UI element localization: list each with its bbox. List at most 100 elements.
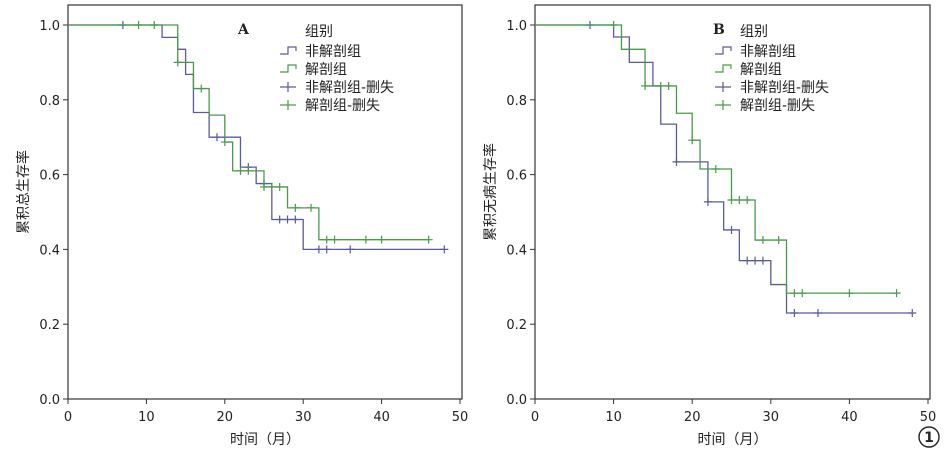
censor-mark-0 [727,225,736,234]
y-tick-label: 0.2 [506,318,527,333]
x-tick-label: 10 [605,410,622,425]
y-tick-label: 0.2 [39,318,60,333]
legend-entry: 非解剖组 [740,44,796,60]
x-tick-label: 50 [920,410,937,425]
y-tick-label: 1.0 [506,19,527,34]
x-tick-label: 40 [373,410,390,425]
legend-entry: 非解剖组 [305,44,361,60]
legend-line-icon [715,46,732,55]
censor-mark-1 [361,235,370,244]
censor-mark-0 [790,308,799,317]
censor-mark-1 [267,182,276,191]
censor-mark-1 [798,289,807,298]
x-tick-label: 0 [64,410,72,425]
legend-title: 组别 [740,24,768,40]
censor-mark-1 [424,235,433,244]
legend-censor-icon [715,100,731,110]
y-tick-label: 0.6 [506,169,527,184]
x-tick-label: 50 [452,410,469,425]
x-tick-label: 20 [217,410,234,425]
censor-mark-1 [173,58,182,67]
plot-frame [67,4,463,400]
legend-censor-icon [280,82,296,92]
x-tick-label: 40 [841,410,858,425]
y-tick-label: 0.8 [39,94,60,109]
censor-mark-1 [790,289,799,298]
panel-label: B [713,22,725,38]
x-axis-label: 时间（月） [230,432,300,448]
censor-mark-1 [664,81,673,90]
legend-entry: 非解剖组-删失 [305,80,394,96]
legend-entry: 解剖组 [305,62,347,78]
y-tick-label: 1.0 [39,19,60,34]
censor-mark-0 [283,215,292,224]
censor-mark-1 [688,136,697,145]
censor-mark-1 [656,81,665,90]
x-tick-label: 30 [295,410,312,425]
censor-mark-1 [735,196,744,205]
censor-mark-1 [774,236,783,245]
censor-mark-1 [275,182,284,191]
censor-mark-1 [727,196,736,205]
legend-line-icon [280,46,297,55]
legend-line-icon [715,64,732,73]
y-tick-label: 0.8 [506,94,527,109]
censor-mark-1 [330,235,339,244]
censor-mark-1 [892,289,901,298]
censor-mark-0 [908,308,917,317]
legend-entry: 解剖组-删失 [305,98,380,114]
censor-mark-1 [244,166,253,175]
censor-mark-0 [813,308,822,317]
censor-mark-1 [197,84,206,93]
censor-mark-1 [743,196,752,205]
censor-mark-0 [275,215,284,224]
censor-mark-0 [672,157,681,166]
panel-label: A [237,22,250,38]
legend-censor-icon [715,82,731,92]
legend-line-icon [280,64,297,73]
y-tick-label: 0.4 [39,243,60,258]
censor-mark-1 [845,289,854,298]
censor-mark-0 [346,245,355,254]
legend-title: 组别 [305,24,333,40]
plot-frame [534,4,931,400]
censor-mark-1 [260,182,268,191]
y-axis-label: 累积总生存率 [15,150,32,234]
censor-mark-0 [751,256,760,265]
legend-entry: 解剖组 [740,62,782,78]
censor-mark-0 [703,197,712,206]
figure-number-circle [918,426,940,448]
y-tick-label: 0.4 [506,243,527,258]
x-tick-label: 10 [138,410,155,425]
y-tick-label: 0.0 [506,393,527,408]
censor-mark-0 [212,133,221,142]
y-axis-label: 累积无病生存率 [482,143,499,241]
x-tick-label: 0 [531,410,539,425]
censor-mark-1 [711,164,720,173]
censor-mark-1 [220,138,229,147]
censor-mark-0 [291,215,300,224]
x-axis-label: 时间（月） [698,432,768,448]
censor-mark-1 [377,235,386,244]
censor-mark-1 [236,166,245,175]
censor-mark-0 [743,256,752,265]
censor-mark-1 [322,235,331,244]
legend-entry: 解剖组-删失 [740,98,815,114]
legend-censor-icon [280,100,296,110]
censor-mark-1 [758,236,767,245]
y-tick-label: 0.6 [39,169,60,184]
censor-mark-0 [322,245,331,254]
censor-mark-0 [440,245,449,254]
censor-mark-0 [314,245,323,254]
x-tick-label: 20 [684,410,701,425]
y-tick-label: 0.0 [39,393,60,408]
x-tick-label: 30 [763,410,780,425]
censor-mark-1 [150,21,159,29]
censor-mark-1 [291,203,300,212]
figure-number: 1 [924,430,934,446]
censor-mark-1 [641,81,650,90]
legend-entry: 非解剖组-删失 [740,80,829,96]
